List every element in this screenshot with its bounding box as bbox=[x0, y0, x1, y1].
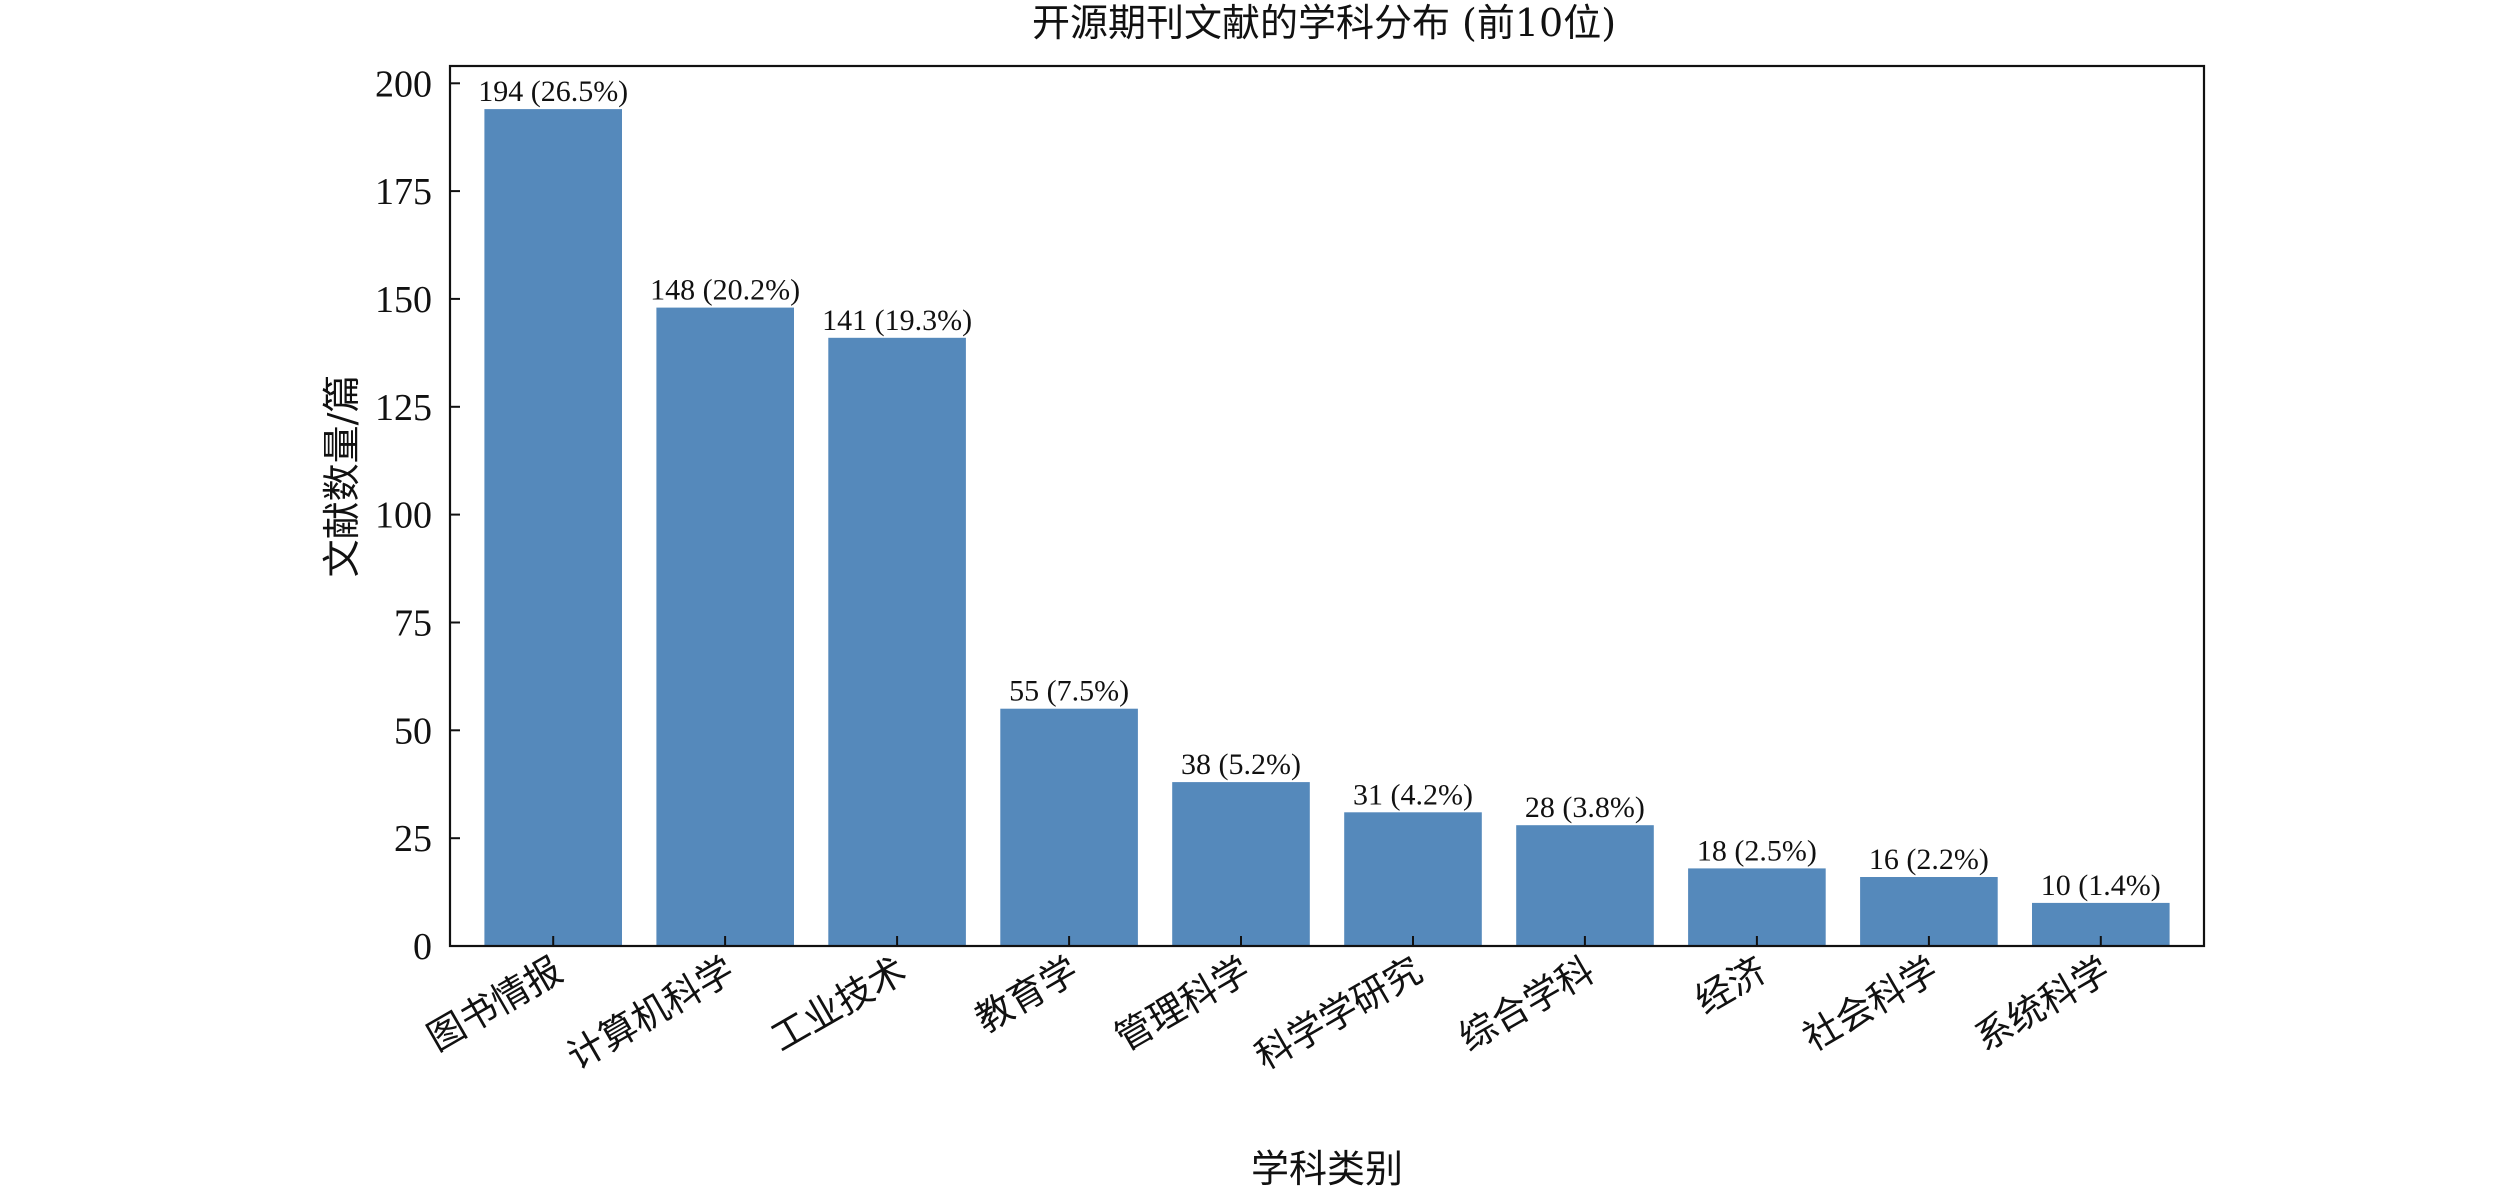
x-tick-label-3: 工业技术 bbox=[764, 949, 914, 1060]
data-label-5: 38 (5.2%) bbox=[1181, 748, 1301, 781]
bar-7 bbox=[1516, 825, 1654, 946]
data-label-3: 141 (19.3%) bbox=[822, 304, 972, 337]
x-tick-label-2: 计算机科学 bbox=[560, 949, 742, 1079]
x-tick-label-10: 系统科学 bbox=[1968, 949, 2118, 1060]
y-tick-label-75: 75 bbox=[394, 603, 432, 645]
y-tick-label-100: 100 bbox=[375, 495, 432, 537]
x-tick-label-4: 教育学 bbox=[968, 949, 1086, 1042]
data-label-9: 16 (2.2%) bbox=[1869, 843, 1989, 876]
y-tick-label-125: 125 bbox=[375, 387, 432, 429]
x-tick-label-1: 图书情报 bbox=[420, 949, 570, 1060]
x-tick-label-9: 社会科学 bbox=[1796, 949, 1946, 1060]
bar-8 bbox=[1688, 868, 1826, 946]
bar-5 bbox=[1172, 782, 1310, 946]
data-label-2: 148 (20.2%) bbox=[650, 274, 800, 307]
y-axis-label: 文献数量/篇 bbox=[320, 375, 364, 578]
plot-frame bbox=[448, 64, 2206, 948]
bars-group bbox=[484, 109, 2170, 947]
bar-4 bbox=[1000, 708, 1138, 946]
x-tick-label-8: 经济 bbox=[1688, 949, 1774, 1023]
y-tick-label-50: 50 bbox=[394, 710, 432, 752]
data-label-4: 55 (7.5%) bbox=[1009, 675, 1129, 708]
chart-title: 开源期刊文献的学科分布 (前10位) bbox=[1032, 1, 1616, 45]
y-axis: 0 25 50 75 100 125 150 175 200 bbox=[375, 63, 460, 968]
data-label-7: 28 (3.8%) bbox=[1525, 791, 1645, 824]
bar-1 bbox=[484, 109, 622, 947]
bar-2 bbox=[656, 307, 794, 947]
y-tick-label-200: 200 bbox=[375, 63, 432, 105]
data-label-10: 10 (1.4%) bbox=[2041, 869, 2161, 902]
y-tick-label-150: 150 bbox=[375, 279, 432, 321]
x-tick-label-7: 综合学科 bbox=[1452, 949, 1602, 1060]
data-labels-group: 194 (26.5%) 148 (20.2%) 141 (19.3%) 55 (7.5… bbox=[478, 75, 2161, 902]
data-label-6: 31 (4.2%) bbox=[1353, 778, 1473, 811]
x-axis-label: 学科类别 bbox=[1251, 1147, 1403, 1191]
y-tick-label-0: 0 bbox=[413, 926, 432, 968]
data-label-8: 18 (2.5%) bbox=[1697, 834, 1817, 867]
bar-9 bbox=[1860, 877, 1998, 946]
x-tick-label-6: 科学学研究 bbox=[1248, 949, 1430, 1079]
x-tick-label-5: 管理科学 bbox=[1108, 949, 1258, 1060]
y-tick-label-175: 175 bbox=[375, 171, 432, 213]
bar-3 bbox=[828, 337, 966, 946]
data-label-1: 194 (26.5%) bbox=[478, 75, 628, 108]
bar-6 bbox=[1344, 812, 1482, 946]
y-tick-label-25: 25 bbox=[394, 818, 432, 860]
